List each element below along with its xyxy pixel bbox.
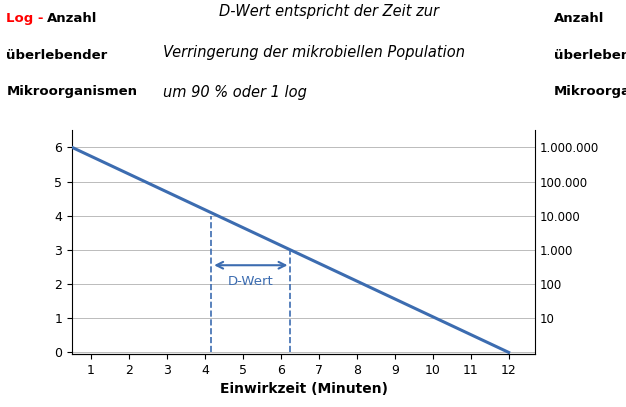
Text: Anzahl: Anzahl (554, 12, 604, 25)
Text: Mikroorganismen: Mikroorganismen (554, 85, 626, 98)
Text: Anzahl: Anzahl (47, 12, 97, 25)
Text: Mikroorganismen: Mikroorganismen (6, 85, 137, 98)
Text: Verringerung der mikrobiellen Population: Verringerung der mikrobiellen Population (163, 45, 464, 60)
Text: überlebender: überlebender (6, 49, 108, 62)
Text: D-Wert: D-Wert (228, 276, 274, 289)
Text: D-Wert entspricht der Zeit zur: D-Wert entspricht der Zeit zur (219, 4, 439, 19)
Text: überlebender: überlebender (554, 49, 626, 62)
Text: Log -: Log - (6, 12, 48, 25)
X-axis label: Einwirkzeit (Minuten): Einwirkzeit (Minuten) (220, 382, 387, 396)
Text: um 90 % oder 1 log: um 90 % oder 1 log (163, 85, 307, 101)
